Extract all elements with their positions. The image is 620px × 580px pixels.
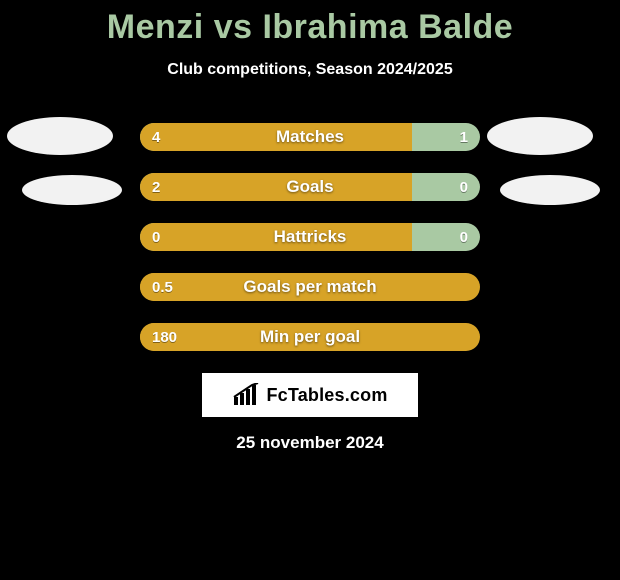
left-segment: 180 <box>140 323 456 351</box>
chart-icon <box>232 383 260 407</box>
logo-text: FcTables.com <box>266 385 387 406</box>
right-segment <box>456 323 480 351</box>
right-segment: 0 <box>412 173 480 201</box>
stat-track: 00 <box>140 223 480 251</box>
right-segment: 0 <box>412 223 480 251</box>
team-badge <box>7 117 113 155</box>
stat-row: 41Matches <box>140 123 480 151</box>
stat-row: 180Min per goal <box>140 323 480 351</box>
right-value: 0 <box>448 229 480 246</box>
comparison-bars: 41Matches20Goals00Hattricks0.5Goals per … <box>140 123 480 351</box>
team-badge <box>487 117 593 155</box>
stat-row: 0.5Goals per match <box>140 273 480 301</box>
stat-track: 0.5 <box>140 273 480 301</box>
right-segment: 1 <box>412 123 480 151</box>
left-value: 0.5 <box>140 279 185 296</box>
stat-track: 180 <box>140 323 480 351</box>
left-segment: 0.5 <box>140 273 456 301</box>
right-value: 1 <box>448 129 480 146</box>
date-text: 25 november 2024 <box>0 433 620 453</box>
stat-row: 20Goals <box>140 173 480 201</box>
stat-track: 41 <box>140 123 480 151</box>
stat-track: 20 <box>140 173 480 201</box>
left-value: 4 <box>140 129 172 146</box>
right-value: 0 <box>448 179 480 196</box>
team-badge <box>500 175 600 205</box>
stat-row: 00Hattricks <box>140 223 480 251</box>
right-segment <box>456 273 480 301</box>
team-badge <box>22 175 122 205</box>
left-value: 0 <box>140 229 172 246</box>
left-value: 2 <box>140 179 172 196</box>
left-segment: 2 <box>140 173 412 201</box>
page-title: Menzi vs Ibrahima Balde <box>0 0 620 47</box>
left-value: 180 <box>140 329 189 346</box>
subtitle: Club competitions, Season 2024/2025 <box>0 61 620 79</box>
left-segment: 0 <box>140 223 412 251</box>
logo-box: FcTables.com <box>202 373 418 417</box>
left-segment: 4 <box>140 123 412 151</box>
